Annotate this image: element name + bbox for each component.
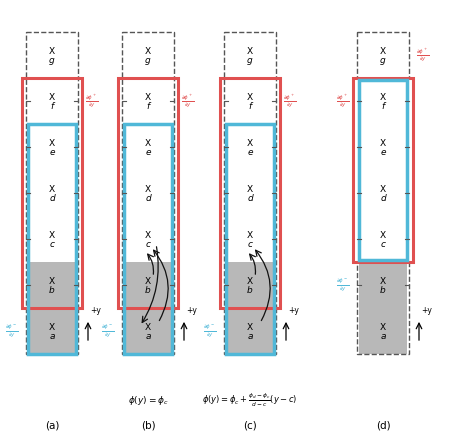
Bar <box>224 32 276 308</box>
Text: X: X <box>49 92 55 102</box>
Text: e: e <box>49 147 55 157</box>
Text: c: c <box>247 239 253 249</box>
Text: (d): (d) <box>376 420 391 430</box>
Bar <box>124 262 172 354</box>
Text: e: e <box>247 147 253 157</box>
Text: X: X <box>380 276 386 286</box>
Text: $\frac{\partial\phi^+}{\partial y}$: $\frac{\partial\phi^+}{\partial y}$ <box>283 92 296 110</box>
Text: b: b <box>380 286 386 294</box>
Text: X: X <box>49 47 55 55</box>
Text: $\frac{\partial\phi^-}{\partial y}$: $\frac{\partial\phi^-}{\partial y}$ <box>336 277 350 293</box>
Bar <box>359 262 407 354</box>
Text: X: X <box>145 323 151 331</box>
Text: X: X <box>49 139 55 147</box>
Text: X: X <box>49 184 55 194</box>
Text: $\frac{\partial\phi^-}{\partial y}$: $\frac{\partial\phi^-}{\partial y}$ <box>102 323 115 339</box>
Text: X: X <box>145 92 151 102</box>
Text: +y: +y <box>288 306 299 315</box>
Text: d: d <box>145 194 151 202</box>
Text: X: X <box>247 231 253 239</box>
Text: X: X <box>145 184 151 194</box>
Bar <box>226 262 274 354</box>
Text: g: g <box>145 55 151 65</box>
Bar <box>224 308 276 354</box>
Bar <box>220 78 280 308</box>
Text: a: a <box>145 331 151 341</box>
Text: +y: +y <box>421 306 432 315</box>
Text: $\phi(y) = \phi_c$: $\phi(y) = \phi_c$ <box>128 393 168 407</box>
Text: X: X <box>380 231 386 239</box>
Text: $\phi(y) = \phi_c + \frac{\phi_d - \phi_c}{d - c}(y - c)$: $\phi(y) = \phi_c + \frac{\phi_d - \phi_… <box>202 391 298 409</box>
Text: +y: +y <box>90 306 101 315</box>
Bar <box>357 32 409 78</box>
Bar <box>28 124 76 354</box>
Bar <box>359 80 407 260</box>
Text: d: d <box>380 194 386 202</box>
Text: X: X <box>380 92 386 102</box>
Text: c: c <box>381 239 385 249</box>
Text: a: a <box>380 331 386 341</box>
Text: (a): (a) <box>45 420 59 430</box>
Text: X: X <box>380 139 386 147</box>
Text: f: f <box>382 102 384 110</box>
Text: d: d <box>49 194 55 202</box>
Text: e: e <box>380 147 386 157</box>
Bar <box>122 308 174 354</box>
Text: c: c <box>49 239 55 249</box>
Bar <box>357 262 409 354</box>
Text: X: X <box>247 184 253 194</box>
Text: X: X <box>49 276 55 286</box>
Text: X: X <box>247 92 253 102</box>
Text: $\frac{\partial\phi^+}{\partial y}$: $\frac{\partial\phi^+}{\partial y}$ <box>336 92 350 110</box>
Text: +y: +y <box>186 306 197 315</box>
Text: X: X <box>247 323 253 331</box>
Text: f: f <box>146 102 150 110</box>
Bar <box>22 78 82 308</box>
Text: X: X <box>145 139 151 147</box>
Text: $\frac{\partial\phi^-}{\partial y}$: $\frac{\partial\phi^-}{\partial y}$ <box>6 323 19 339</box>
Text: b: b <box>49 286 55 294</box>
Text: X: X <box>247 276 253 286</box>
Text: g: g <box>49 55 55 65</box>
Text: g: g <box>380 55 386 65</box>
Text: X: X <box>380 184 386 194</box>
Text: X: X <box>49 323 55 331</box>
Text: X: X <box>145 276 151 286</box>
Text: (b): (b) <box>141 420 155 430</box>
Text: e: e <box>145 147 151 157</box>
Text: $\frac{\partial\phi^-}{\partial y}$: $\frac{\partial\phi^-}{\partial y}$ <box>204 323 217 339</box>
Text: X: X <box>247 47 253 55</box>
Bar <box>28 262 76 354</box>
Text: X: X <box>380 47 386 55</box>
Bar <box>226 124 274 354</box>
Text: a: a <box>247 331 253 341</box>
Text: X: X <box>145 47 151 55</box>
Text: $\frac{\partial\phi^+}{\partial y}$: $\frac{\partial\phi^+}{\partial y}$ <box>416 46 430 64</box>
Text: X: X <box>145 231 151 239</box>
Text: f: f <box>50 102 54 110</box>
Text: $\frac{\partial\phi^+}{\partial y}$: $\frac{\partial\phi^+}{\partial y}$ <box>181 92 194 110</box>
Text: X: X <box>49 231 55 239</box>
Text: (c): (c) <box>243 420 257 430</box>
Text: X: X <box>247 139 253 147</box>
Text: $\frac{\partial\phi^+}{\partial y}$: $\frac{\partial\phi^+}{\partial y}$ <box>85 92 98 110</box>
Text: b: b <box>247 286 253 294</box>
Text: d: d <box>247 194 253 202</box>
Bar <box>118 78 178 308</box>
Text: X: X <box>380 323 386 331</box>
Text: a: a <box>49 331 55 341</box>
Bar <box>122 32 174 308</box>
Bar <box>124 124 172 354</box>
Bar <box>353 78 413 262</box>
Text: f: f <box>248 102 252 110</box>
Text: c: c <box>145 239 151 249</box>
Bar <box>26 32 78 308</box>
Text: b: b <box>145 286 151 294</box>
Bar <box>26 308 78 354</box>
Text: g: g <box>247 55 253 65</box>
